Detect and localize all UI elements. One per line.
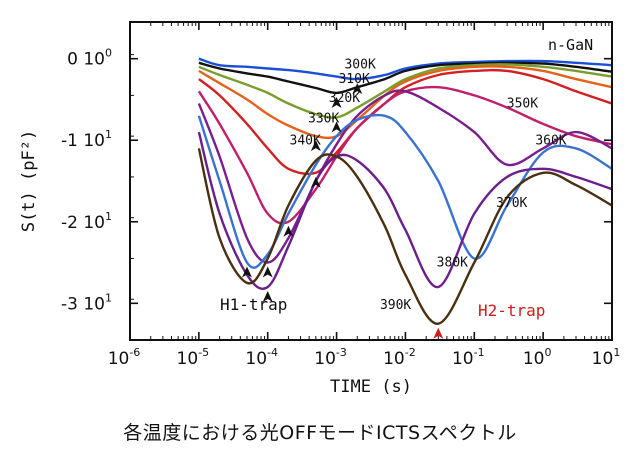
series-line-350K — [197, 85, 613, 225]
series-label-360K: 360K — [535, 133, 566, 148]
series-label-370K: 370K — [496, 196, 527, 211]
peak-arrow-330K — [310, 140, 321, 152]
y-tick-label: -2 101 — [61, 210, 112, 233]
series-group — [197, 57, 613, 325]
series-line-310K — [198, 61, 613, 95]
h2-trap-label: H2-trap — [478, 301, 545, 320]
series-label-380K: 380K — [437, 256, 468, 271]
plot-frame — [129, 21, 613, 341]
peak-arrow-300K — [352, 83, 363, 95]
series-label-330K: 330K — [308, 111, 339, 126]
y-tick-label: -3 101 — [61, 291, 112, 314]
peak-arrow-310K — [331, 96, 342, 108]
peak-markers — [241, 83, 444, 339]
series-line-380K — [197, 131, 613, 291]
peak-arrow-320K — [331, 121, 342, 133]
x-tick-label: 10-1 — [452, 346, 485, 369]
h1-trap-label: H1-trap — [220, 295, 287, 314]
peak-arrow-380K — [262, 291, 273, 302]
peak-arrow-370K — [241, 266, 252, 278]
x-axis-label: TIME (s) — [330, 377, 412, 397]
peak-arrow-390K — [433, 327, 444, 339]
series-line-370K — [197, 113, 613, 269]
figure-caption: 各温度における光OFFモードICTSスペクトル — [123, 422, 517, 444]
x-tick-label: 101 — [592, 346, 621, 369]
series-label-390K: 390K — [380, 298, 411, 313]
y-tick-label: -1 101 — [61, 128, 112, 151]
series-label-300K: 300K — [344, 57, 375, 72]
material-label: n-GaN — [548, 36, 593, 54]
series-line-360K — [197, 89, 613, 264]
series-line-320K — [198, 63, 613, 119]
y-axis-label: S(t) (pF²) — [19, 130, 39, 232]
x-tick-label: 100 — [523, 346, 552, 369]
series-line-300K — [198, 57, 613, 81]
x-tick-label: 10-6 — [108, 346, 141, 369]
series-label-340K: 340K — [290, 133, 321, 148]
x-tick-label: 10-3 — [314, 346, 347, 369]
x-tick-label: 10-5 — [177, 346, 210, 369]
peak-arrow-360K — [262, 266, 273, 278]
series-label-320K: 320K — [329, 91, 360, 106]
y-tick-label: 0 100 — [67, 47, 112, 70]
series-line-330K — [198, 65, 613, 140]
series-label-310K: 310K — [338, 72, 369, 87]
x-tick-label: 10-2 — [383, 346, 416, 369]
x-tick-label: 10-4 — [245, 346, 278, 369]
series-line-340K — [198, 68, 613, 176]
series-line-390K — [197, 148, 613, 325]
peak-arrow-340K — [310, 176, 321, 188]
peak-arrow-350K — [283, 225, 294, 237]
series-label-350K: 350K — [507, 97, 538, 112]
